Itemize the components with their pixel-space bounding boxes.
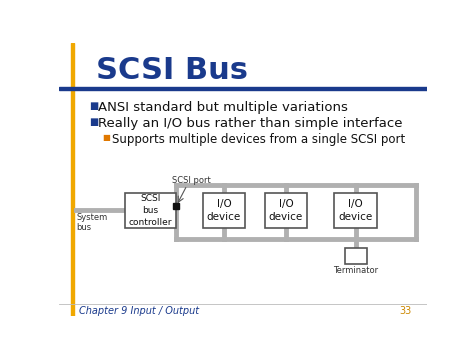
Text: ■: ■	[89, 101, 98, 111]
Bar	[264, 193, 307, 228]
Text: Supports multiple devices from a single SCSI port: Supports multiple devices from a single …	[112, 133, 405, 147]
Bar	[334, 193, 377, 228]
Text: ■: ■	[103, 133, 110, 142]
Text: Terminator: Terminator	[333, 266, 378, 275]
Text: System
bus: System bus	[76, 213, 108, 232]
Text: I/O
device: I/O device	[269, 199, 303, 222]
Text: Chapter 9 Input / Output: Chapter 9 Input / Output	[79, 306, 199, 316]
Bar	[202, 193, 245, 228]
Text: I/O
device: I/O device	[338, 199, 373, 222]
Text: SCSI
bus
controller: SCSI bus controller	[128, 194, 172, 227]
Text: SCSI Bus: SCSI Bus	[96, 56, 248, 85]
Text: I/O
device: I/O device	[207, 199, 241, 222]
Text: ■: ■	[89, 117, 98, 127]
Bar	[59, 87, 427, 90]
Text: ANSI standard but multiple variations: ANSI standard but multiple variations	[98, 101, 348, 114]
Text: 33: 33	[400, 306, 412, 316]
Bar	[71, 43, 74, 316]
Bar	[345, 248, 366, 264]
Text: Really an I/O bus rather than simple interface: Really an I/O bus rather than simple int…	[98, 117, 402, 130]
Bar	[125, 193, 175, 228]
Text: SCSI port: SCSI port	[172, 176, 210, 185]
